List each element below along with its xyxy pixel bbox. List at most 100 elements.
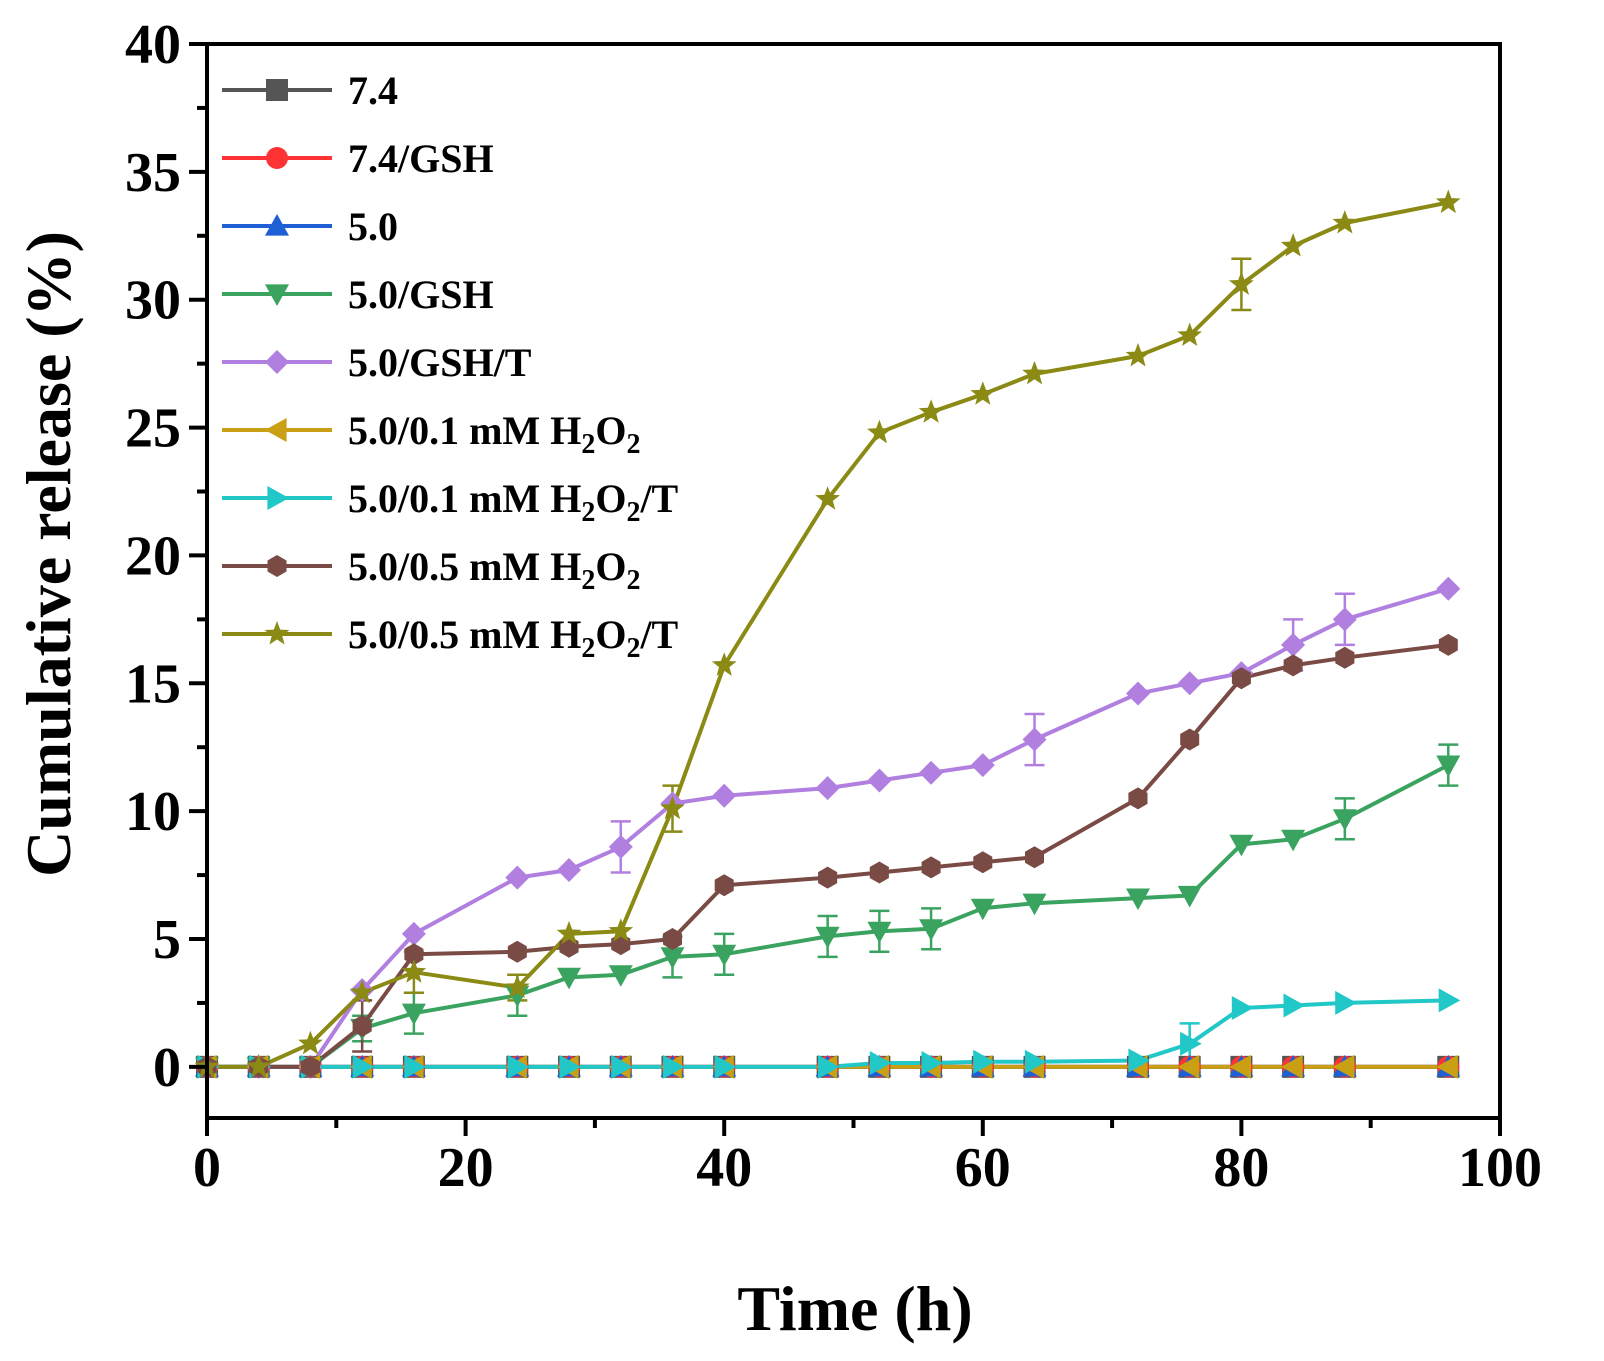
data-point: [507, 940, 527, 963]
legend-marker: [267, 555, 287, 577]
data-point: [867, 921, 892, 944]
x-tick-label: 40: [696, 1137, 752, 1199]
data-point: [1332, 1054, 1355, 1079]
data-point: [1177, 1054, 1200, 1079]
data-point: [556, 920, 582, 945]
data-point: [1332, 809, 1357, 831]
data-point: [818, 1054, 840, 1079]
data-point: [1281, 1054, 1303, 1079]
legend-label: 5.0/0.5 mM H2O2/T: [348, 612, 679, 664]
data-point: [919, 919, 944, 941]
data-point: [1128, 1048, 1150, 1073]
x-tick-label: 60: [955, 1137, 1011, 1199]
data-point: [712, 944, 737, 967]
data-point: [352, 1014, 372, 1037]
data-point: [1177, 671, 1202, 696]
data-point: [815, 926, 840, 949]
data-point: [1025, 846, 1044, 869]
data-point: [660, 795, 685, 820]
y-tick-label: 15: [125, 653, 181, 715]
data-point: [401, 1003, 426, 1026]
data-point: [714, 874, 734, 897]
legend-label: 5.0/0.1 mM H2O2/T: [348, 476, 679, 528]
data-point: [1231, 996, 1254, 1020]
data-point: [1022, 893, 1047, 916]
x-axis-title: Time (h): [737, 1273, 972, 1344]
y-axis-title: Cumulative release (%): [13, 231, 84, 877]
y-tick-label: 25: [125, 398, 181, 460]
data-point: [663, 928, 682, 950]
data-point: [1435, 189, 1461, 214]
axes: [189, 42, 1502, 1136]
data-point: [608, 965, 633, 987]
data-point: [505, 974, 530, 999]
data-point: [1180, 728, 1200, 751]
data-point: [608, 918, 634, 942]
data-point: [970, 898, 995, 921]
legend-label: 5.0/0.1 mM H2O2: [348, 408, 640, 460]
data-point: [1335, 646, 1355, 669]
data-point: [1229, 271, 1254, 295]
x-tick-label: 20: [438, 1137, 494, 1199]
x-tick-label: 0: [193, 1137, 221, 1199]
data-point: [815, 776, 840, 801]
y-tick-label: 10: [125, 781, 181, 843]
data-point: [815, 486, 840, 510]
data-point: [1281, 632, 1306, 657]
data-point: [1024, 1049, 1047, 1074]
data-point: [401, 959, 427, 983]
data-point: [1332, 210, 1358, 234]
data-point: [973, 1049, 995, 1074]
legend-label: 5.0/GSH: [348, 272, 494, 317]
data-point: [1177, 885, 1202, 908]
data-point: [1022, 360, 1047, 385]
data-point: [1229, 834, 1254, 857]
y-tick-label: 35: [125, 142, 181, 204]
data-point: [1229, 1054, 1251, 1079]
data-point: [1335, 990, 1357, 1015]
data-point: [557, 858, 581, 882]
x-tick-label: 100: [1458, 1137, 1542, 1199]
data-point: [349, 979, 375, 1004]
data-point: [970, 381, 996, 405]
data-point: [970, 753, 995, 778]
legend-marker: [265, 284, 289, 306]
data-point: [1281, 829, 1306, 852]
data-point: [608, 834, 633, 859]
data-point: [611, 1054, 633, 1079]
data-point: [921, 856, 941, 879]
data-point: [1436, 1054, 1458, 1079]
data-point: [401, 921, 426, 946]
data-point: [1126, 681, 1150, 706]
tick-labels: 0 20 40 60 80 100 0 5 10 15 20 25 30 35 40: [125, 14, 1542, 1199]
legend-marker: [267, 486, 289, 510]
data-point: [662, 1054, 685, 1079]
data-point: [867, 419, 892, 444]
y-tick-label: 40: [125, 14, 181, 76]
data-point: [918, 399, 944, 423]
data-point: [660, 947, 685, 969]
y-tick-label: 30: [125, 270, 181, 332]
data-point: [404, 1054, 426, 1079]
data-point: [1332, 607, 1357, 632]
data-point: [1231, 667, 1251, 690]
data-point: [298, 1030, 323, 1055]
data-point: [507, 1054, 530, 1079]
y-tick-label: 0: [153, 1037, 181, 1099]
legend-marker: [265, 350, 289, 374]
data-point: [1022, 727, 1047, 752]
data-point: [1280, 233, 1306, 257]
data-point: [712, 783, 737, 808]
data-point: [711, 652, 737, 676]
data-point: [557, 967, 581, 990]
data-point: [869, 861, 889, 884]
legend-marker: [265, 214, 289, 236]
data-point: [246, 1053, 272, 1078]
data-point: [352, 1054, 375, 1079]
legend-label: 7.4: [348, 68, 398, 113]
legend-label: 5.0: [348, 204, 398, 249]
legend-marker: [266, 79, 288, 101]
x-tick-label: 80: [1213, 1137, 1269, 1199]
series-markers: [194, 189, 1461, 1079]
